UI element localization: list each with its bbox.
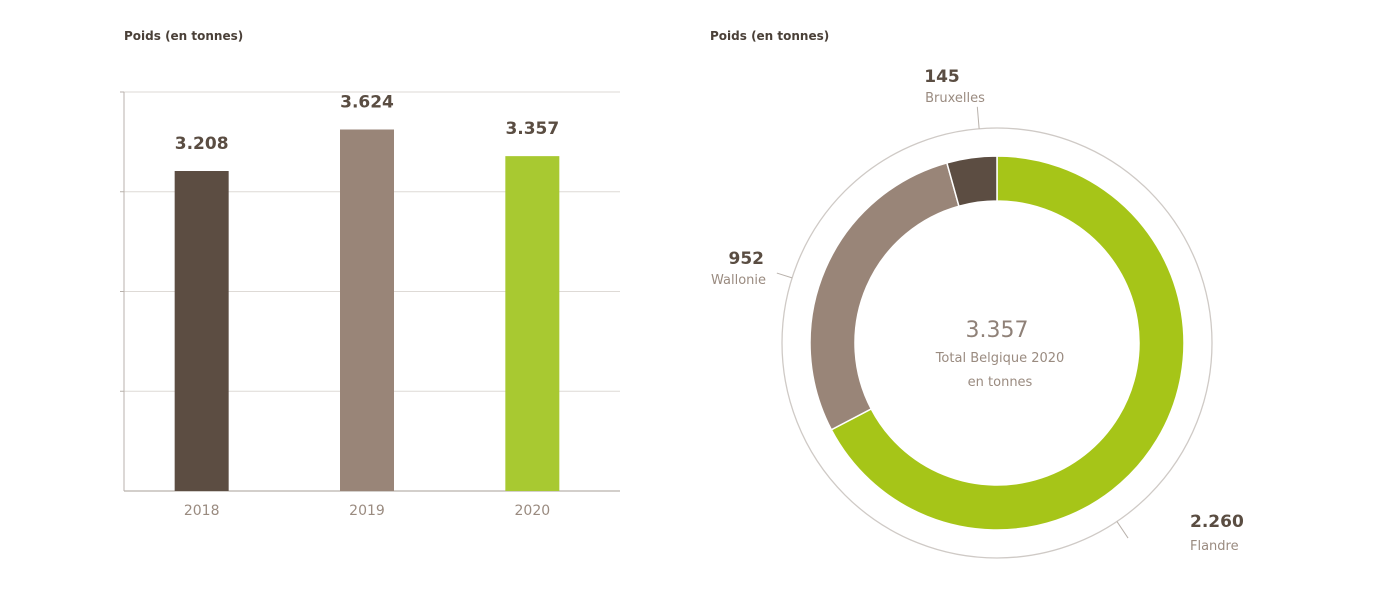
donut-chart: Poids (en tonnes) 2.260 Flandre 952 Walloni… <box>710 29 1244 559</box>
donut-chart-title: Poids (en tonnes) <box>710 29 829 43</box>
slice-value-label: 952 <box>729 249 765 269</box>
bar-2019 <box>340 129 394 492</box>
bar-value-label: 3.208 <box>175 134 229 154</box>
donut-slices <box>809 155 1185 531</box>
slice-value-label: 2.260 <box>1190 512 1244 532</box>
donut-slice-bruxelles <box>945 155 998 208</box>
bar-2018 <box>174 171 229 491</box>
callout-leader <box>1116 521 1129 539</box>
callout-leader <box>976 106 980 129</box>
bar-chart: Poids (en tonnes) 3.208 2018 3.624 2019 3.35… <box>120 29 620 519</box>
slice-name-label: Wallonie <box>711 273 766 288</box>
x-tick-label: 2018 <box>184 503 220 519</box>
callout-leader <box>776 272 793 279</box>
donut-slice-flandre <box>830 155 1185 531</box>
donut-slice-wallonie <box>809 161 960 431</box>
donut-center-line1: Total Belgique 2020 <box>935 351 1065 366</box>
donut-callouts: 2.260 Flandre 952 Wallonie 145 Bruxelles <box>711 67 1244 554</box>
slice-name-label: Flandre <box>1190 539 1239 554</box>
slice-name-label: Bruxelles <box>925 91 985 106</box>
bar-value-label: 3.624 <box>340 93 394 113</box>
bar-marks: 3.208 2018 3.624 2019 3.357 2020 <box>174 93 560 519</box>
bar-value-label: 3.357 <box>505 119 559 139</box>
donut-center-line2: en tonnes <box>968 375 1033 390</box>
slice-value-label: 145 <box>924 67 960 87</box>
bar-2020 <box>505 156 560 491</box>
bar-chart-title: Poids (en tonnes) <box>124 29 243 43</box>
donut-outer-ring <box>781 127 1213 559</box>
donut-center-value: 3.357 <box>966 318 1029 343</box>
x-tick-label: 2019 <box>349 503 385 519</box>
x-tick-label: 2020 <box>515 503 551 519</box>
